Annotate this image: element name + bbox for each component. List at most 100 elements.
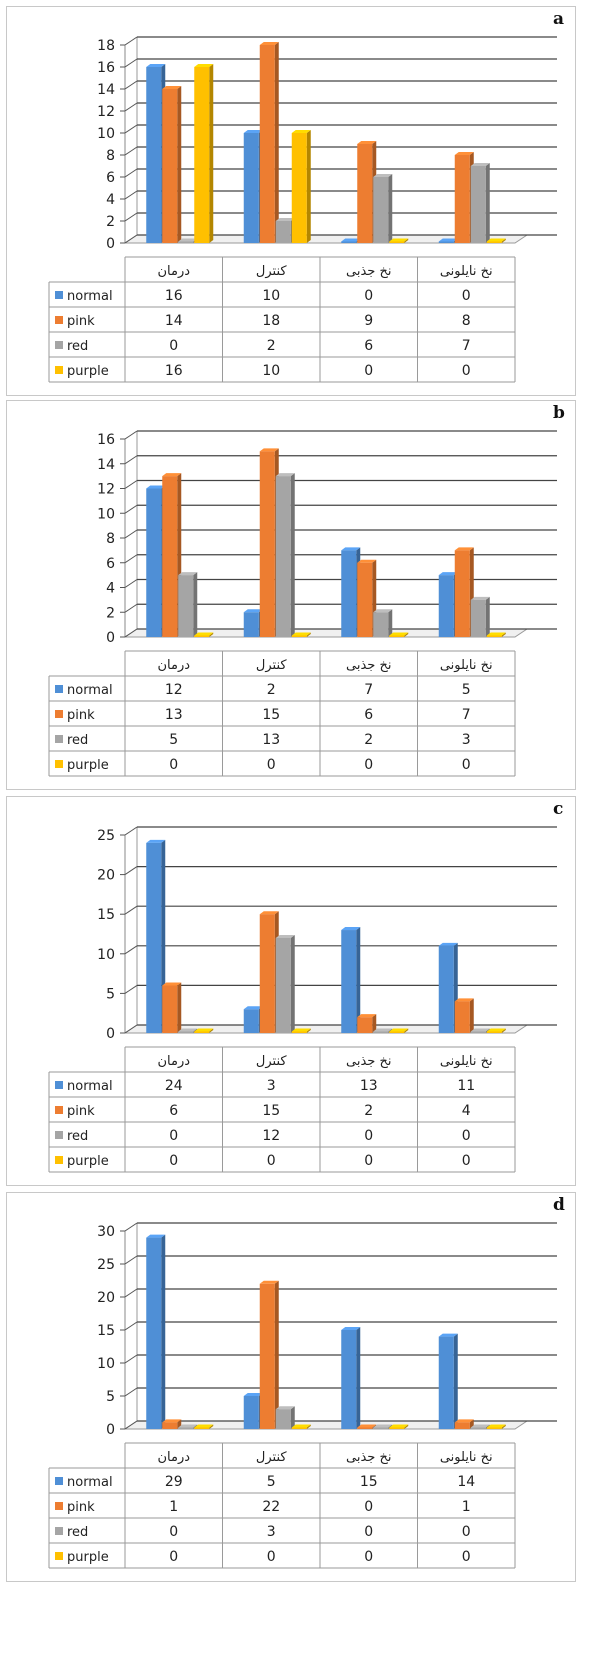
bar-purple-3	[486, 1424, 506, 1429]
bar-normal-3	[438, 1333, 458, 1429]
chart-panel-a: a 0 2 4 6 8 10 12 14 16 18 درمان کنترل نخ جذبی نخ نایل…	[6, 6, 576, 396]
table-cell-value: 7	[364, 682, 373, 698]
y-tick-label: 10	[97, 1356, 115, 1372]
legend-key-normal	[55, 1477, 63, 1485]
table-cell-value: 6	[169, 1103, 178, 1119]
bar-normal-0	[146, 839, 166, 1033]
table-cell-value: 0	[462, 1153, 471, 1169]
legend-key-pink	[55, 1502, 63, 1510]
bar-pink-2	[357, 1014, 377, 1033]
bar-red-3	[470, 596, 490, 637]
bar-purple-3	[486, 632, 506, 637]
y-tick-label: 2	[106, 605, 115, 621]
y-tick-label: 25	[97, 1257, 115, 1273]
table-cell-value: 13	[165, 707, 183, 723]
gridline-diagonal	[124, 529, 138, 539]
bar-red-1	[275, 1406, 295, 1429]
table-cell-value: 0	[462, 1549, 471, 1565]
gridline-diagonal	[124, 866, 138, 876]
series-name: purple	[67, 364, 109, 379]
y-tick-label: 16	[97, 60, 115, 76]
y-tick-label: 18	[97, 38, 115, 54]
chart-panel-b: b 0 2 4 6 8 10 12 14 16 درمان کنترل نخ جذبی نخ نایلون…	[6, 400, 576, 790]
table-cell-value: 15	[262, 707, 280, 723]
legend-key-purple	[55, 1552, 63, 1560]
series-name: red	[67, 1525, 88, 1540]
table-cell-value: 0	[462, 363, 471, 379]
legend-key-pink	[55, 1106, 63, 1114]
table-cell-value: 3	[462, 732, 471, 748]
table-cell-value: 0	[364, 1549, 373, 1565]
bar-red-1	[275, 934, 295, 1033]
table-cell-value: 5	[169, 732, 178, 748]
table-cell-value: 0	[462, 1128, 471, 1144]
bar-chart-svg: 0 2 4 6 8 10 12 14 16 18 درمان کنترل نخ جذبی نخ نایلو…	[48, 36, 557, 383]
table-cell-value: 0	[364, 757, 373, 773]
y-tick-label: 15	[97, 907, 115, 923]
table-cell-value: 0	[364, 1524, 373, 1540]
y-tick-label: 5	[106, 986, 115, 1002]
legend-key-purple	[55, 366, 63, 374]
category-label: درمان	[157, 1054, 190, 1069]
legend-key-red	[55, 1527, 63, 1535]
gridline-diagonal	[124, 212, 138, 222]
gridline-diagonal	[124, 36, 138, 46]
series-name: purple	[67, 758, 109, 773]
table-cell-value: 6	[364, 707, 373, 723]
bar-red-2	[373, 174, 393, 243]
bar-purple-0	[194, 1424, 214, 1429]
gridline-diagonal	[124, 102, 138, 112]
y-tick-label: 25	[97, 828, 115, 844]
panel-letter: a	[553, 9, 565, 29]
bar-chart-svg: 0 2 4 6 8 10 12 14 16 درمان کنترل نخ جذبی نخ نایلونی…	[48, 430, 557, 777]
bar-purple-3	[486, 238, 506, 243]
panel-letter: d	[553, 1195, 565, 1215]
legend-key-normal	[55, 291, 63, 299]
category-label: نخ جذبی	[346, 658, 391, 673]
table-cell-value: 0	[169, 1153, 178, 1169]
y-tick-label: 10	[97, 126, 115, 142]
y-tick-label: 12	[97, 104, 115, 120]
table-cell-value: 0	[267, 757, 276, 773]
legend-key-normal	[55, 685, 63, 693]
series-name: pink	[67, 314, 95, 329]
gridline-diagonal	[124, 1354, 138, 1364]
bar-purple-0	[194, 64, 214, 243]
y-tick-label: 6	[106, 170, 115, 186]
table-cell-value: 0	[462, 288, 471, 304]
gridline-diagonal	[124, 554, 138, 564]
y-tick-label: 14	[97, 82, 115, 98]
table-cell-value: 5	[462, 682, 471, 698]
gridline-diagonal	[124, 1255, 138, 1265]
gridline-diagonal	[124, 1288, 138, 1298]
bar-pink-0	[162, 982, 182, 1033]
table-cell-value: 2	[267, 682, 276, 698]
gridline-diagonal	[124, 190, 138, 200]
y-tick-label: 0	[106, 630, 115, 646]
series-name: normal	[67, 1079, 113, 1094]
gridline-diagonal	[124, 1321, 138, 1331]
panel-letter: b	[553, 403, 565, 423]
table-cell-value: 15	[360, 1474, 378, 1490]
table-cell-value: 0	[364, 288, 373, 304]
legend-key-red	[55, 1131, 63, 1139]
bar-red-3	[470, 163, 490, 243]
bar-purple-1	[291, 1028, 311, 1033]
gridline-diagonal	[124, 234, 138, 244]
gridline-diagonal	[124, 628, 138, 638]
category-label: نخ نایلونی	[440, 658, 493, 673]
bar-purple-1	[291, 632, 311, 637]
table-cell-value: 7	[462, 338, 471, 354]
gridline-diagonal	[124, 1024, 138, 1034]
series-name: purple	[67, 1550, 109, 1565]
gridline-diagonal	[124, 905, 138, 915]
bar-purple-0	[194, 1028, 214, 1033]
table-cell-value: 8	[462, 313, 471, 329]
series-name: red	[67, 339, 88, 354]
table-cell-value: 16	[165, 363, 183, 379]
series-name: pink	[67, 1500, 95, 1515]
category-label: کنترل	[256, 1054, 287, 1069]
category-label: نخ جذبی	[346, 1450, 391, 1465]
category-label: درمان	[157, 264, 190, 279]
